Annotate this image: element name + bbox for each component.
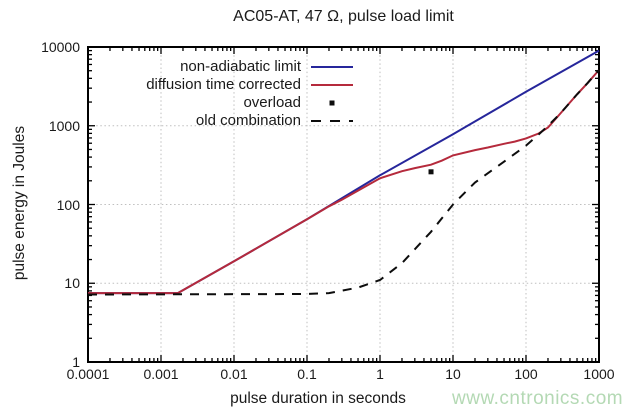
legend-label: overload	[243, 94, 301, 111]
legend-label: diffusion time corrected	[146, 76, 301, 93]
legend-sample-glyph	[311, 120, 353, 122]
legend-dash-sample	[310, 115, 354, 127]
chart-title: AC05-AT, 47 Ω, pulse load limit	[233, 8, 454, 25]
legend-item-non-adiabatic-limit: non-adiabatic limit	[96, 58, 354, 76]
series-diffusion-time-corrected	[88, 69, 600, 295]
x-tick-label: 10	[445, 366, 461, 382]
legend-item-old-combination: old combination	[96, 112, 354, 130]
legend-dot-sample	[310, 97, 354, 109]
y-tick-label: 1	[72, 354, 80, 370]
watermark: www.cntronics.com	[452, 388, 624, 409]
y-tick-label: 10000	[41, 39, 80, 55]
series-old-combination	[87, 69, 600, 296]
x-axis-label: pulse duration in seconds	[230, 390, 406, 407]
legend-line-sample	[310, 61, 354, 73]
x-tick-label: 0.0001	[66, 366, 110, 382]
x-tick-label: 0.1	[297, 366, 317, 382]
y-tick-label: 10	[64, 275, 80, 292]
legend-sample-glyph	[329, 100, 335, 106]
y-axis-label-text: pulse energy in Joules	[11, 125, 28, 281]
x-tick-label: 1	[376, 366, 384, 382]
x-tick-label: 0.01	[220, 366, 248, 382]
legend-label: old combination	[195, 112, 301, 129]
legend-sample-glyph	[311, 66, 353, 68]
y-tick-label: 1000	[48, 117, 80, 134]
legend-label: non-adiabatic limit	[180, 58, 301, 75]
y-tick-label: 100	[56, 196, 80, 213]
x-tick-label: 0.001	[143, 366, 179, 382]
marker-overload	[428, 169, 434, 175]
legend-sample-glyph	[311, 84, 353, 86]
legend: non-adiabatic limit diffusion time corre…	[96, 58, 354, 130]
legend-item-overload: overload	[96, 94, 354, 112]
x-tick-label: 1000	[583, 366, 615, 382]
plot-frame	[87, 46, 600, 363]
x-tick-label: 100	[514, 366, 538, 382]
legend-item-diffusion-time-corrected: diffusion time corrected	[96, 76, 354, 94]
legend-line-sample	[310, 79, 354, 91]
